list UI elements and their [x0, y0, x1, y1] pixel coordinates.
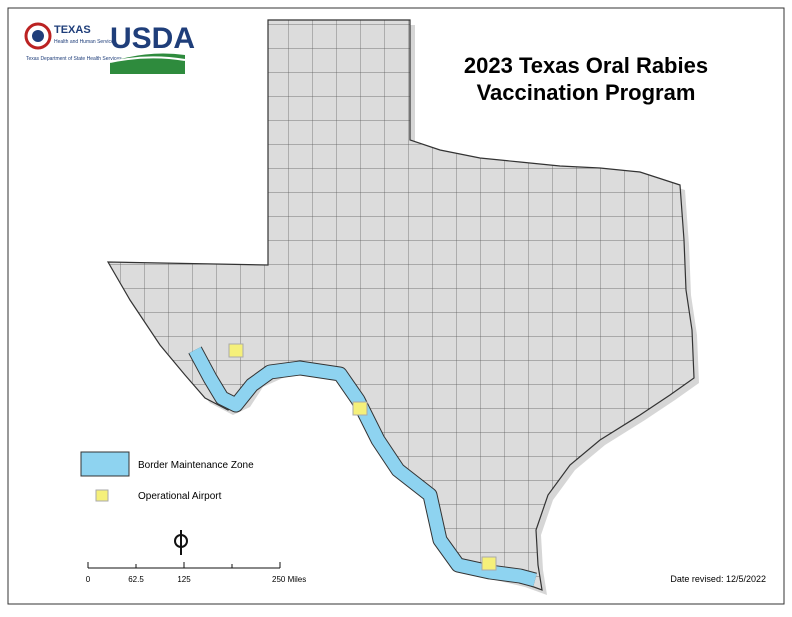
title: Vaccination Program — [477, 80, 696, 105]
legend-label: Border Maintenance Zone — [138, 460, 254, 471]
airport — [352, 401, 368, 416]
legend-label: Operational Airport — [138, 491, 222, 502]
border-zone — [189, 346, 537, 587]
legend-swatch — [95, 489, 109, 502]
scale-label: 125 — [177, 575, 191, 584]
scale-label: 250 Miles — [272, 575, 306, 584]
logo-texas: TEXAS Health and Human Services Texas De… — [24, 22, 122, 62]
title: 2023 Texas Oral Rabies — [464, 53, 708, 78]
airport — [228, 343, 244, 358]
date-revised: Date revised: 12/5/2022 — [670, 574, 766, 584]
logo-text: TEXAS — [54, 24, 91, 36]
north-arrow — [174, 530, 188, 555]
airports — [228, 343, 497, 571]
legend-swatch — [80, 451, 130, 477]
logo-text: USDA — [110, 22, 195, 55]
logo-usda: USDA — [109, 22, 195, 74]
airport — [481, 556, 497, 571]
scale-label: 0 — [86, 575, 91, 584]
logo-text: Health and Human Services — [54, 39, 117, 45]
scale-label: 62.5 — [128, 575, 144, 584]
scale-bar — [87, 562, 281, 569]
logo-text: Texas Department of State Health Service… — [26, 56, 122, 62]
